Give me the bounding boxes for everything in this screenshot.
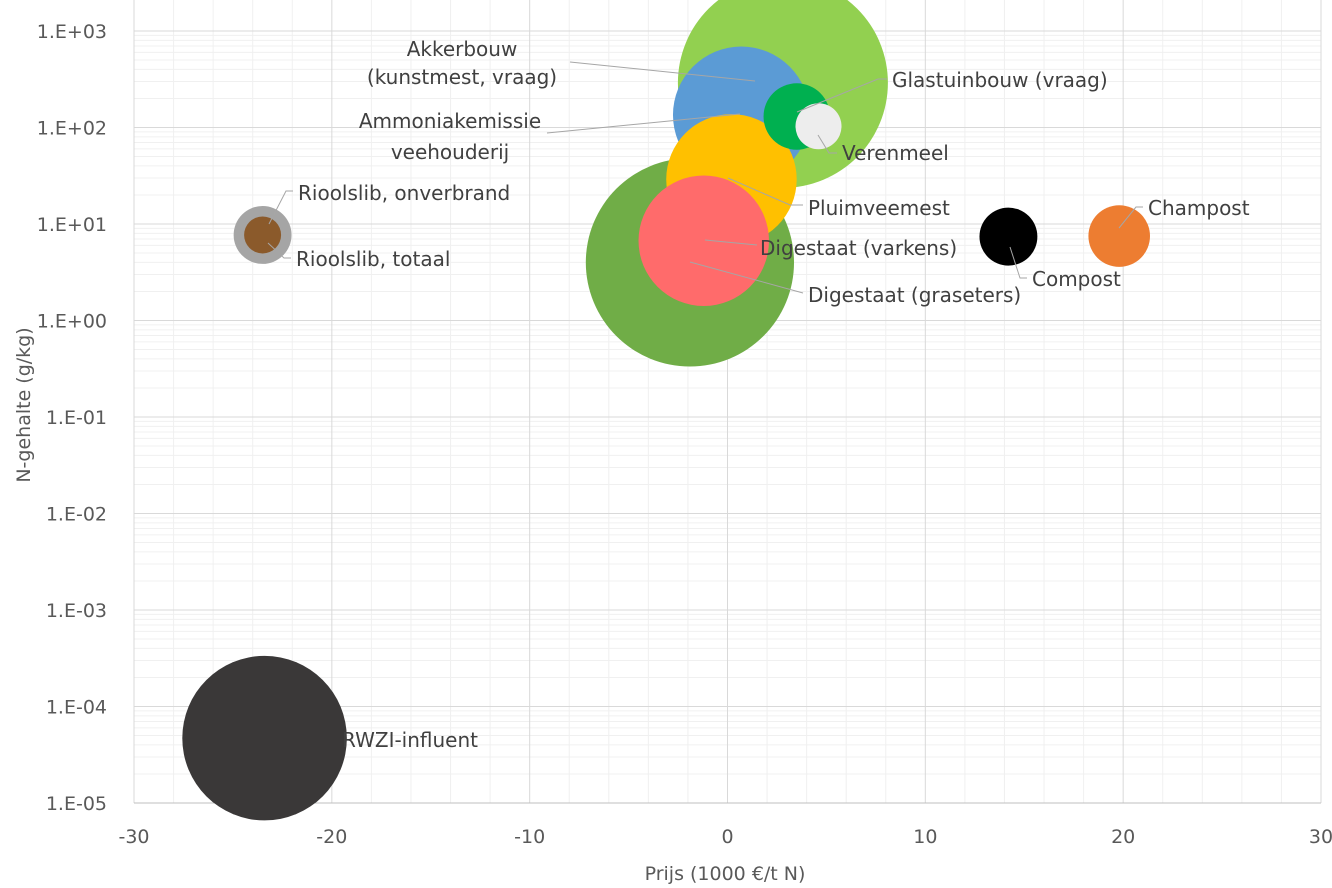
y-tick-label: 1.E+01 — [37, 214, 107, 236]
leader-lines — [267, 61, 1143, 294]
leader-line — [796, 78, 887, 113]
data-label: Verenmeel — [842, 141, 949, 165]
x-tick-label: -20 — [316, 826, 347, 848]
leader-line — [546, 113, 741, 134]
x-tick-label: -30 — [118, 826, 149, 848]
data-label: Rioolslib, totaal — [296, 247, 450, 271]
data-label: Pluimveemest — [808, 196, 950, 220]
data-label: Ammoniakemissie — [359, 109, 541, 133]
leader-line — [267, 242, 291, 259]
y-axis-ticks: 1.E-05 1.E-04 1.E-03 1.E-02 1.E-01 1.E+00 1.E+… — [37, 21, 107, 815]
leader-line — [704, 239, 758, 246]
data-label: Digestaat (varkens) — [760, 236, 957, 260]
x-tick-label: 10 — [913, 826, 937, 848]
bubble — [1088, 205, 1151, 267]
leader-line — [268, 190, 293, 225]
x-axis-title: Prijs (1000 €/t N) — [645, 863, 806, 885]
data-labels: Akkerbouw (kunstmest, vraag) Digestaat (gr… — [296, 37, 1250, 752]
y-tick-label: 1.E-05 — [46, 793, 107, 815]
data-label: (kunstmest, vraag) — [367, 65, 557, 89]
y-tick-label: 1.E+02 — [37, 118, 107, 140]
x-tick-label: 30 — [1309, 826, 1332, 848]
leader-line — [1118, 206, 1143, 229]
y-axis-title: N-gehalte (g/kg) — [13, 327, 35, 482]
data-label: Digestaat (graseters) — [808, 283, 1021, 307]
leader-line — [1009, 246, 1027, 279]
data-label: RWZI-influent — [342, 728, 478, 752]
leader-line — [689, 261, 804, 294]
y-tick-label: 1.E-03 — [46, 600, 107, 622]
y-tick-label: 1.E+00 — [37, 311, 107, 333]
data-label: Compost — [1032, 267, 1121, 291]
data-label: veehouderij — [391, 140, 509, 164]
bubble — [795, 103, 842, 150]
bubble — [244, 216, 282, 254]
bubble — [182, 655, 347, 821]
x-axis-ticks: -30 -20 -10 0 10 20 30 — [118, 826, 1332, 848]
data-label: Champost — [1148, 196, 1250, 220]
x-tick-label: 0 — [721, 826, 733, 848]
bubbles — [182, 0, 1151, 821]
y-tick-label: 1.E-01 — [46, 407, 107, 429]
y-tick-label: 1.E-04 — [46, 697, 107, 719]
bubble — [638, 175, 769, 307]
leader-line — [727, 177, 803, 206]
data-label: Akkerbouw — [407, 37, 518, 61]
x-tick-label: -10 — [514, 826, 545, 848]
data-label: Rioolslib, onverbrand — [298, 181, 510, 205]
y-tick-label: 1.E-02 — [46, 504, 107, 526]
y-tick-label: 1.E+03 — [37, 21, 107, 43]
leader-line — [817, 134, 837, 154]
data-label: Glastuinbouw (vraag) — [892, 68, 1108, 92]
x-tick-label: 20 — [1111, 826, 1135, 848]
bubble — [979, 207, 1038, 266]
leader-line — [569, 61, 756, 82]
